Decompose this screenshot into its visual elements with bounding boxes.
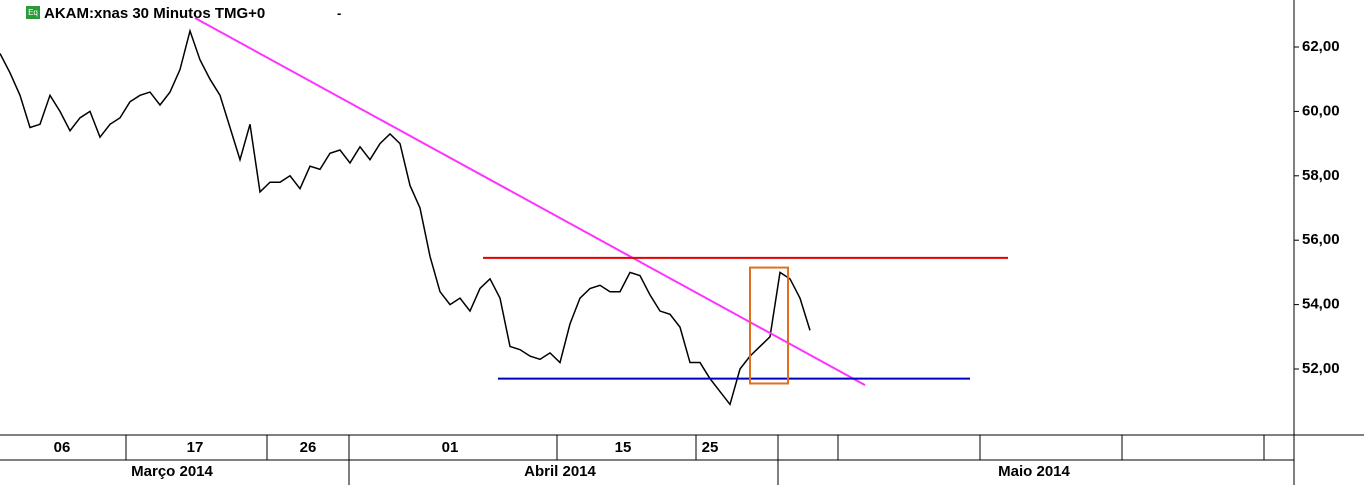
icon-label: Eq [28,8,38,17]
month-label: Abril 2014 [524,463,596,480]
month-label: Março 2014 [131,463,213,480]
x-tick-label: 26 [300,439,317,456]
y-tick-label: 62,00 [1302,38,1340,55]
date-separators [125,435,1265,485]
x-tick-label: 15 [615,439,632,456]
trend-line [194,17,866,386]
chart-title: AKAM:xnas 30 Minutos TMG+0 [44,5,265,22]
y-tick-label: 58,00 [1302,167,1340,184]
icon[interactable] [26,6,40,19]
y-tick-label: 56,00 [1302,231,1340,248]
y-tick-label: 52,00 [1302,360,1340,377]
month-label: Maio 2014 [998,463,1070,480]
price-line [0,28,811,407]
y-tick-label: 54,00 [1302,296,1340,313]
x-tick-label: 06 [54,439,71,456]
x-tick-label: 25 [702,439,719,456]
menu-button[interactable]: - [337,5,341,20]
x-tick-label: 17 [187,439,204,456]
x-tick-label: 01 [442,439,459,456]
y-tick-label: 60,00 [1302,102,1340,119]
highlight-box [749,266,789,385]
